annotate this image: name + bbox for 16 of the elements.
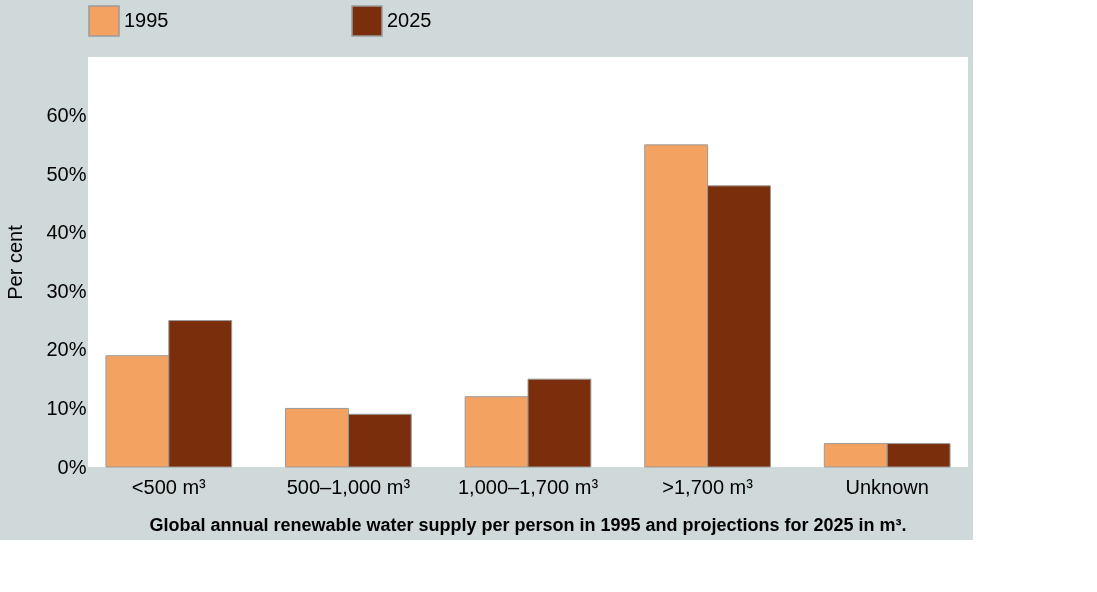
x-tick-label: 500–1,000 m³ [286, 475, 411, 498]
text: Global annual renewable water supply per person in 1995 and projections for 2025 in m³. [149, 515, 907, 535]
y-tick-label: 30% [46, 279, 87, 302]
x-tick-label: Unknown [845, 475, 929, 498]
y-tick-label: 50% [46, 162, 87, 185]
legend-label: 1995 [124, 9, 169, 31]
y-tick-label: 40% [46, 221, 87, 244]
x-tick-label: >1,700 m³ [662, 475, 754, 498]
legend-label: 2025 [387, 9, 432, 31]
y-tick-label: 20% [46, 338, 87, 361]
y-tick-label: 0% [57, 455, 87, 478]
y-tick-label: 10% [46, 396, 87, 419]
x-tick-label: <500 m³ [131, 475, 207, 498]
y-axis-title: Per cent [4, 224, 27, 300]
y-tick-label: 60% [46, 104, 87, 127]
x-tick-label: 1,000–1,700 m³ [457, 475, 599, 498]
